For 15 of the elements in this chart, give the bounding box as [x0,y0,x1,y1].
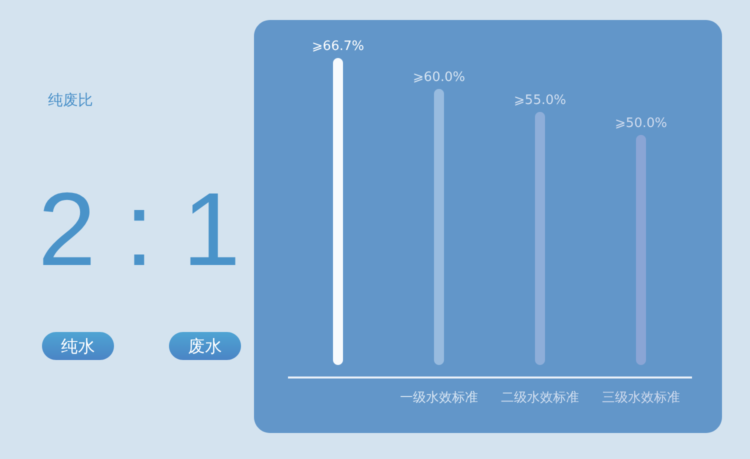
bar [535,112,545,365]
text: 废水 [188,337,222,356]
bar [434,88,444,365]
bar [636,134,646,365]
text: 2 : 1 [38,172,240,288]
text: 纯水 [61,337,95,356]
x-tick-label: 三级水效标准 [602,390,680,404]
data-label: ⩾55.0% [514,92,566,108]
data-label: ⩾66.7% [312,39,364,54]
data-label: ⩾60.0% [412,70,466,85]
x-tick-label: 二级水效标准 [501,390,579,404]
data-label: ⩾50.0% [614,116,668,131]
text: 纯废比 [48,92,93,109]
x-tick-label: 一级水效标准 [400,390,478,404]
bar [333,58,343,365]
